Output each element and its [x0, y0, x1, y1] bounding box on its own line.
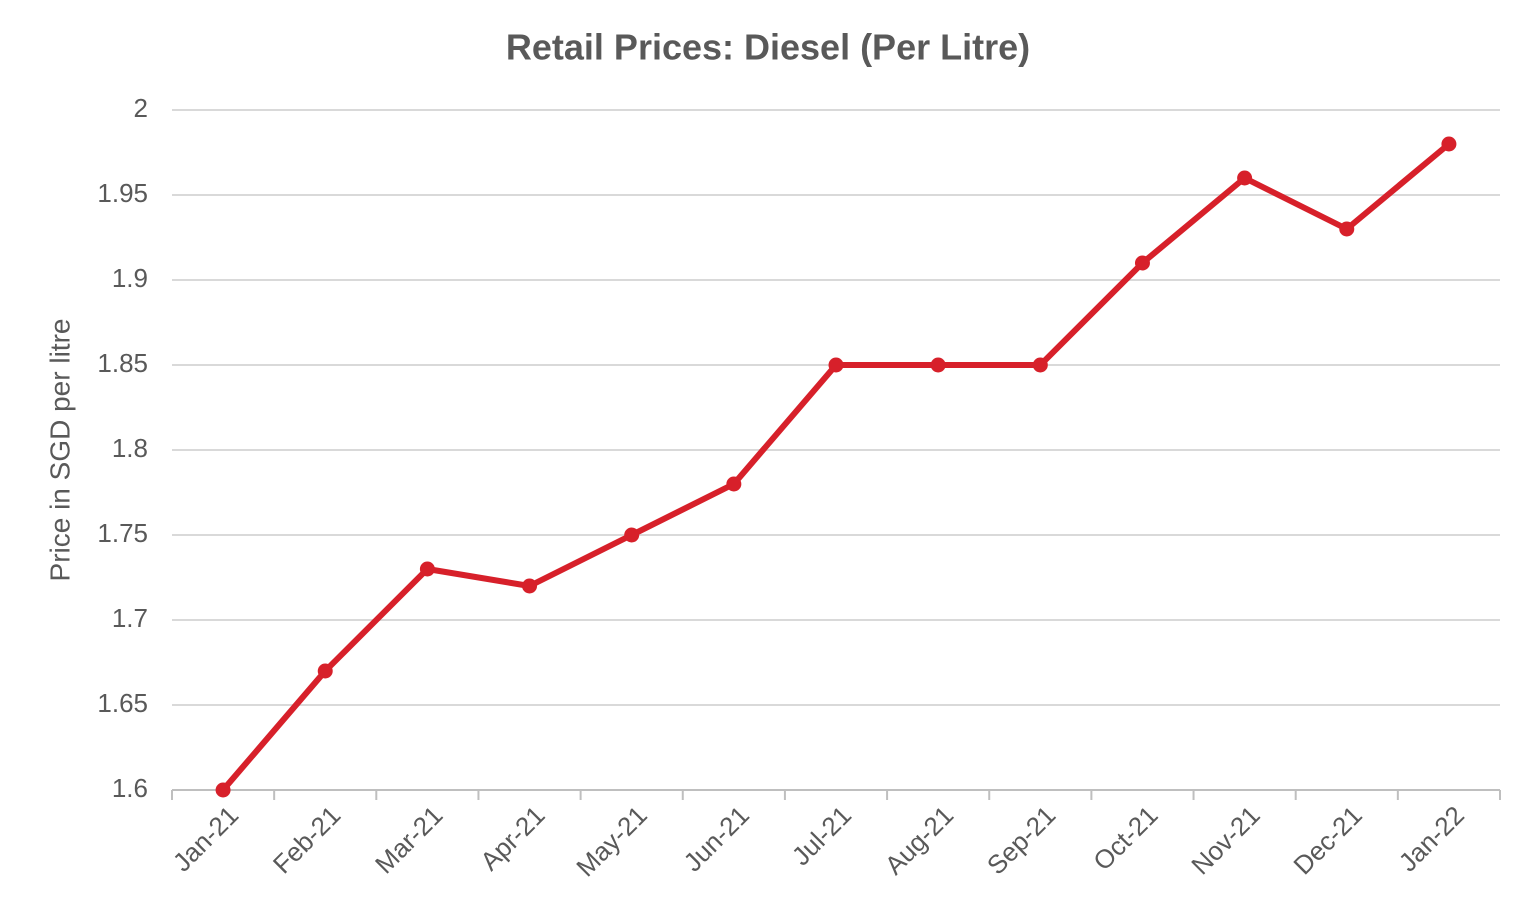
y-tick-label: 1.7	[112, 603, 148, 633]
line	[220, 141, 1451, 792]
chart-title: Retail Prices: Diesel (Per Litre)	[506, 27, 1030, 68]
marker	[1032, 357, 1048, 373]
y-tick-label: 1.8	[112, 433, 148, 463]
marker	[1441, 136, 1457, 152]
x-tick-label: Dec-21	[1287, 800, 1367, 880]
marker	[1134, 255, 1150, 271]
x-tick-label: Jul-21	[786, 800, 857, 871]
marker	[1339, 221, 1355, 237]
marker	[419, 561, 435, 577]
y-tick-label: 1.95	[97, 178, 148, 208]
x-tick-label: Feb-21	[267, 800, 346, 879]
marker	[522, 578, 538, 594]
x-tick-label: Jan-22	[1393, 800, 1470, 877]
x-tick-label: Nov-21	[1185, 800, 1265, 880]
marker	[828, 357, 844, 373]
y-tick-label: 2	[134, 93, 148, 123]
y-tick-label: 1.65	[97, 688, 148, 718]
x-tick-label: Sep-21	[981, 800, 1061, 880]
x-tick-label: Apr-21	[474, 800, 550, 876]
marker	[726, 476, 742, 492]
y-axis-label: Price in SGD per litre	[44, 319, 75, 582]
marker	[215, 782, 231, 798]
marker	[317, 663, 333, 679]
y-tick-label: 1.85	[97, 348, 148, 378]
marker	[930, 357, 946, 373]
x-tick-label: May-21	[570, 800, 653, 883]
x-tick-label: Mar-21	[369, 800, 448, 879]
x-tick-label: Oct-21	[1087, 800, 1163, 876]
y-tick-label: 1.6	[112, 773, 148, 803]
x-tick-label: Jan-21	[167, 800, 244, 877]
y-tick-label: 1.9	[112, 263, 148, 293]
x-tick-label: Aug-21	[879, 800, 959, 880]
marker	[1237, 170, 1253, 186]
marker	[624, 527, 640, 543]
x-tick-label: Jun-21	[678, 800, 755, 877]
y-tick-label: 1.75	[97, 518, 148, 548]
